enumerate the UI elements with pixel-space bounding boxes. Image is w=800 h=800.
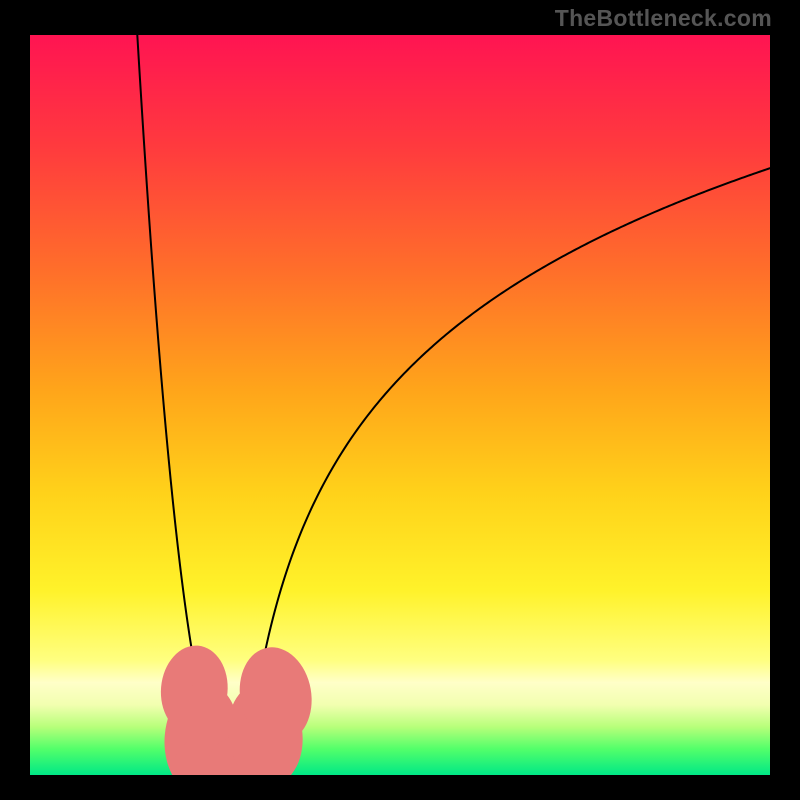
- gradient-background: [30, 35, 770, 775]
- watermark-text: TheBottleneck.com: [555, 5, 772, 32]
- chart-frame: TheBottleneck.com: [0, 0, 800, 800]
- bottleneck-chart: [30, 35, 770, 775]
